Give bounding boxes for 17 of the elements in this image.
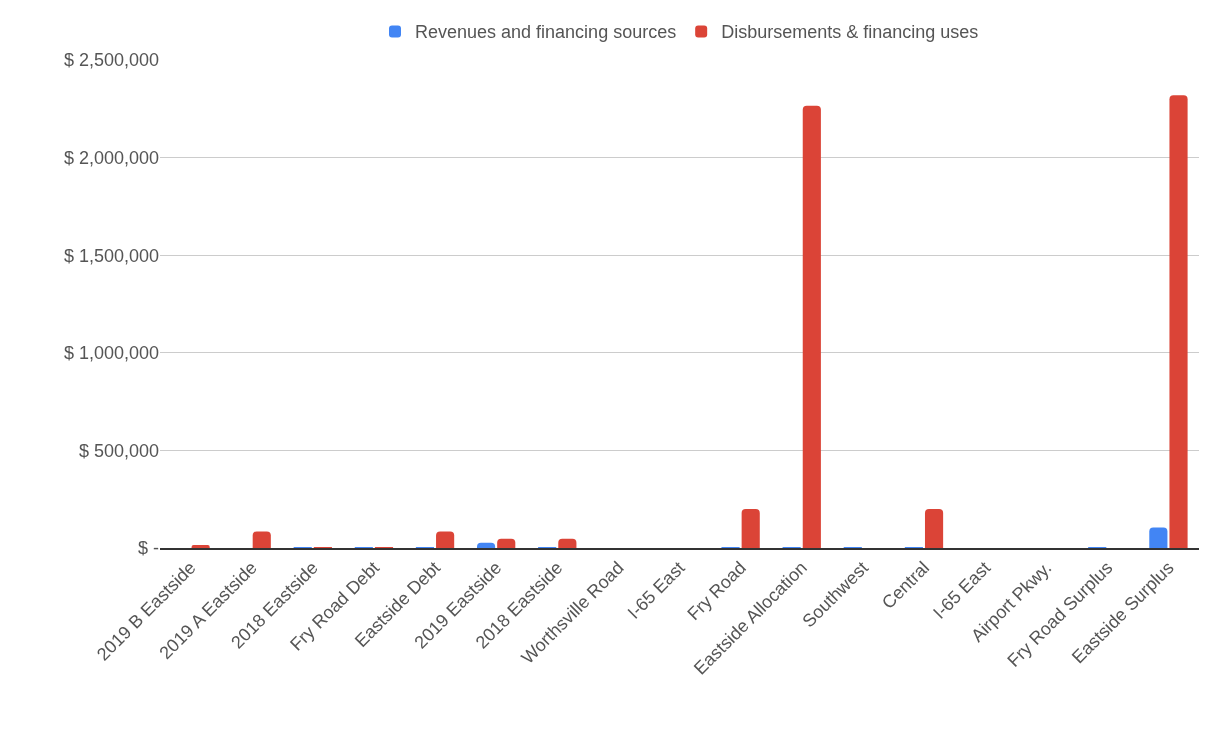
y-tick-label: $ 2,500,000 bbox=[63, 50, 159, 71]
bar bbox=[1149, 527, 1168, 548]
y-tick-label: $ 2,000,000 bbox=[63, 147, 159, 168]
legend-label: Disbursements & financing uses bbox=[721, 22, 979, 43]
bar bbox=[741, 508, 760, 548]
y-tick-label: $ - bbox=[137, 538, 159, 559]
y-tick-label: $ 500,000 bbox=[78, 440, 159, 461]
bar bbox=[558, 538, 577, 548]
bar bbox=[436, 531, 455, 548]
y-tick-label: $ 1,000,000 bbox=[63, 343, 159, 364]
bar bbox=[497, 538, 516, 548]
bar bbox=[802, 105, 821, 548]
y-tick-label: $ 1,500,000 bbox=[63, 245, 159, 266]
bar bbox=[252, 531, 271, 548]
bar bbox=[1169, 95, 1188, 548]
bar bbox=[924, 508, 944, 548]
legend-label: Revenues and financing sources bbox=[415, 22, 677, 43]
